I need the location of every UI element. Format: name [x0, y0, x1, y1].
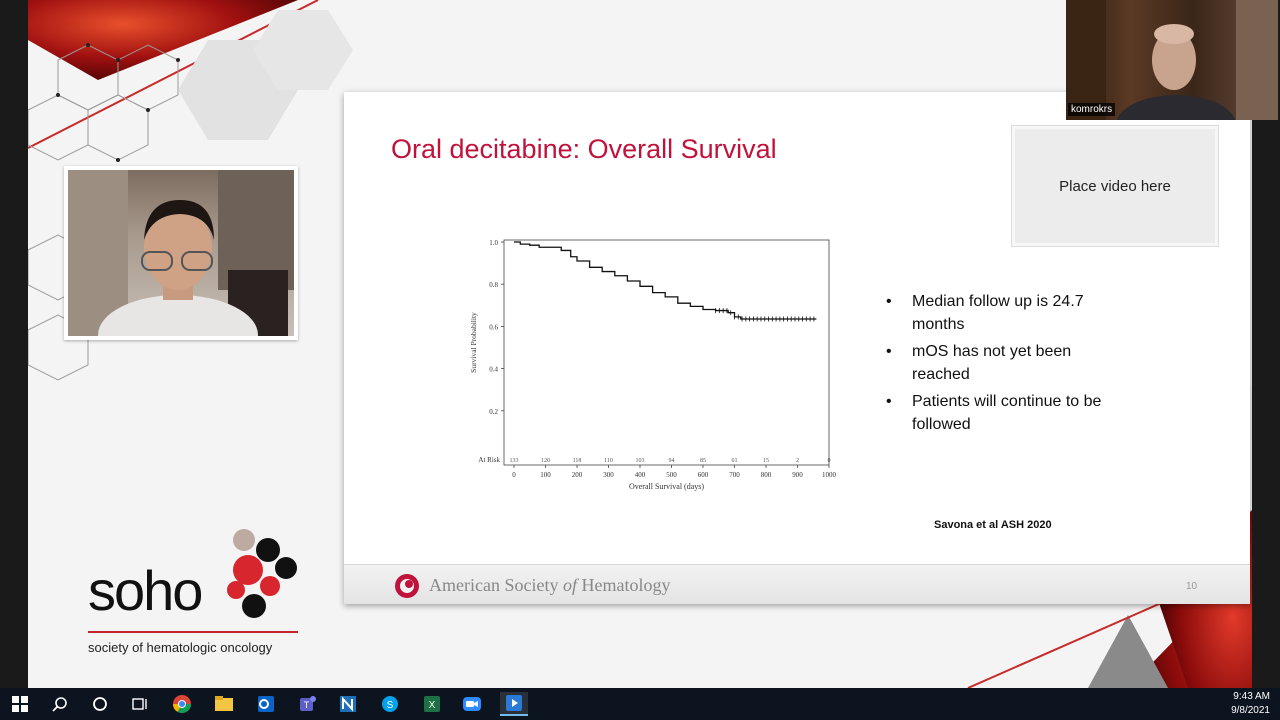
- plot-frame: [503, 239, 830, 466]
- y-tick-label: 0.4: [489, 366, 498, 374]
- decorative-hex-pattern-top-left: [28, 0, 353, 381]
- y-tick-label: 1.0: [489, 239, 498, 247]
- clock-time: 9:43 AM: [1233, 691, 1270, 702]
- screen: Oral decitabine: Overall Survival Place …: [0, 0, 1280, 688]
- slide: Oral decitabine: Overall Survival Place …: [344, 92, 1250, 604]
- soho-logo: soho society of hematologic oncology: [88, 528, 308, 658]
- citation: Savona et al ASH 2020: [934, 519, 1052, 531]
- search-icon[interactable]: [48, 692, 72, 716]
- windows-start-icon[interactable]: [8, 692, 32, 716]
- x-tick-label: 100: [540, 471, 551, 479]
- presentation-background: Oral decitabine: Overall Survival Place …: [28, 0, 1252, 688]
- at-risk-count: 15: [763, 458, 769, 464]
- bullet-list: Median follow up is 24.7 months mOS has …: [884, 290, 1114, 440]
- y-tick-label: 0.2: [489, 408, 498, 416]
- x-tick-label: 0: [512, 471, 516, 479]
- video-placeholder: Place video here: [1011, 125, 1219, 247]
- footer-organization-of: of: [562, 575, 577, 595]
- outlook-icon[interactable]: [254, 692, 278, 716]
- at-risk-count: 118: [573, 458, 582, 464]
- at-risk-count: 120: [541, 458, 550, 464]
- teams-icon[interactable]: T: [296, 692, 320, 716]
- soho-mark-icon: [227, 529, 297, 618]
- at-risk-count: 94: [669, 458, 675, 464]
- soho-subtitle: society of hematologic oncology: [88, 640, 273, 655]
- survival-curve: [514, 241, 817, 320]
- task-view-icon[interactable]: [128, 692, 152, 716]
- footer-organization-part: American Society: [429, 575, 563, 595]
- zoom-icon[interactable]: [460, 692, 484, 716]
- media-player-icon[interactable]: [500, 692, 528, 716]
- app-icon-n[interactable]: [336, 692, 360, 716]
- participant-silhouette: [1066, 0, 1278, 120]
- excel-icon[interactable]: X: [420, 692, 444, 716]
- at-risk-count: 0: [828, 458, 831, 464]
- svg-text:X: X: [429, 700, 436, 711]
- bullet-item: mOS has not yet been reached: [884, 340, 1114, 386]
- x-tick-label: 800: [761, 471, 772, 479]
- y-tick-label: 0.6: [489, 323, 498, 331]
- skype-icon[interactable]: S: [378, 692, 402, 716]
- soho-wordmark: soho: [88, 559, 203, 622]
- bullet-item: Median follow up is 24.7 months: [884, 290, 1114, 336]
- participant-video-left[interactable]: [64, 166, 298, 340]
- at-risk-count: 133: [510, 458, 519, 464]
- slide-number: 10: [1186, 581, 1198, 592]
- cortana-icon[interactable]: [88, 692, 112, 716]
- svg-text:T: T: [304, 700, 310, 710]
- x-tick-label: 300: [603, 471, 614, 479]
- y-tick-label: 0.8: [489, 281, 498, 289]
- slide-title: Oral decitabine: Overall Survival: [391, 134, 777, 164]
- file-explorer-icon[interactable]: [212, 692, 236, 716]
- chrome-icon[interactable]: [170, 692, 194, 716]
- participant-video-right[interactable]: komrokrs: [1066, 0, 1278, 120]
- participant-name-label: komrokrs: [1068, 103, 1116, 116]
- participant-video-feed: [68, 170, 294, 336]
- slide-footer: American Society of Hematology 10: [344, 564, 1250, 604]
- x-tick-label: 700: [729, 471, 740, 479]
- at-risk-count: 61: [732, 458, 738, 464]
- clock-date: 9/8/2021: [1231, 705, 1270, 716]
- at-risk-label: At Risk: [478, 456, 500, 464]
- at-risk-count: 110: [604, 458, 613, 464]
- x-axis-label: Overall Survival (days): [629, 482, 704, 491]
- svg-text:S: S: [387, 700, 394, 711]
- participant-silhouette: [68, 170, 294, 336]
- footer-organization: American Society of Hematology: [429, 575, 670, 596]
- ash-logo-icon: [395, 574, 419, 598]
- x-tick-label: 200: [572, 471, 583, 479]
- y-axis-label: Survival Probability: [469, 312, 478, 373]
- bullet-item: Patients will continue to be followed: [884, 390, 1114, 436]
- x-tick-label: 600: [698, 471, 709, 479]
- system-clock[interactable]: 9:43 AM 9/8/2021: [1231, 690, 1270, 718]
- x-tick-label: 1000: [822, 471, 837, 479]
- x-tick-label: 400: [635, 471, 646, 479]
- x-tick-label: 500: [666, 471, 677, 479]
- soho-divider: [88, 631, 298, 633]
- chart-layer: 1.0 0.8 0.6 0.4 0.2 0 100 200 300 400 500 600 700 800…: [469, 239, 837, 491]
- survival-chart: 1.0 0.8 0.6 0.4 0.2 0 100 200 300 400 500 600 700 800…: [469, 239, 837, 491]
- at-risk-count: 85: [700, 458, 706, 464]
- at-risk-count: 2: [796, 458, 799, 464]
- taskbar: T S X 9:43 AM 9/8/2021: [0, 688, 1280, 720]
- at-risk-count: 103: [636, 458, 645, 464]
- footer-organization-part: Hematology: [576, 575, 671, 595]
- x-tick-label: 900: [792, 471, 803, 479]
